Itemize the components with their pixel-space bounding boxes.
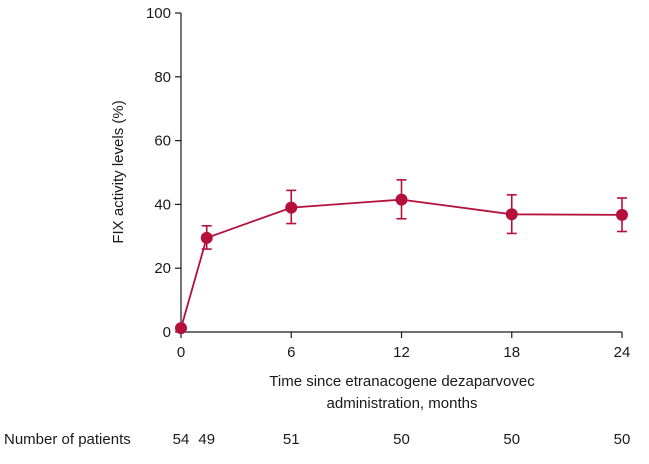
data-point xyxy=(175,322,187,335)
data-point xyxy=(200,231,213,244)
series-layer xyxy=(175,179,628,335)
y-axis: 0 20 40 60 80 100 xyxy=(146,5,182,341)
x-tick-label: 12 xyxy=(393,344,410,361)
patient-count: 54 xyxy=(173,431,190,448)
patients-row: 54 49 51 50 50 50 xyxy=(173,431,631,448)
y-tick-label: 100 xyxy=(146,5,171,22)
x-axis-title-line1: Time since etranacogene dezaparvovec xyxy=(269,373,535,390)
y-tick-label: 80 xyxy=(154,69,171,86)
x-tick-label: 0 xyxy=(177,344,185,361)
patient-count: 50 xyxy=(393,431,410,448)
data-point xyxy=(285,201,298,214)
y-tick-label: 20 xyxy=(154,260,171,277)
data-point xyxy=(505,208,518,221)
x-axis: 0 6 12 18 24 xyxy=(177,331,631,361)
patient-count: 51 xyxy=(283,431,300,448)
x-tick-label: 18 xyxy=(503,344,520,361)
x-axis-title-line2: administration, months xyxy=(327,395,478,412)
patient-count: 50 xyxy=(614,431,631,448)
y-tick-label: 40 xyxy=(154,196,171,213)
x-tick-label: 6 xyxy=(287,344,295,361)
patients-row-label: Number of patients xyxy=(4,431,131,448)
series-line xyxy=(180,198,623,329)
x-tick-label: 24 xyxy=(614,344,631,361)
y-axis-title: FIX activity levels (%) xyxy=(110,100,127,243)
y-tick-label: 60 xyxy=(154,133,171,150)
patient-count: 50 xyxy=(503,431,520,448)
data-point xyxy=(395,193,408,206)
data-point xyxy=(616,208,628,221)
patient-count: 49 xyxy=(198,431,215,448)
y-tick-label: 0 xyxy=(163,324,171,341)
